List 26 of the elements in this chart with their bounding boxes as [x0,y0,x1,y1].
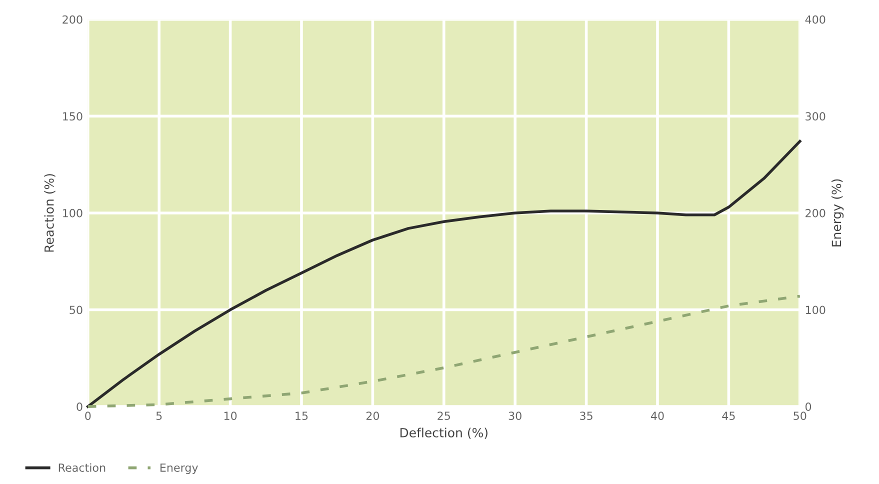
x-tick-label: 30 [508,412,522,420]
x-tick-label: 35 [580,412,592,420]
legend-label: Energy [160,464,198,474]
x-tick-label: 10 [224,412,237,420]
y2-axis-title: Energy (%) [832,179,844,246]
y2-tick-label: 200 [806,208,826,218]
x-tick-label: 0 [85,412,91,420]
y2-tick-label: 100 [806,306,826,314]
x-tick-label: 5 [156,412,162,420]
x-tick-label: 20 [366,412,380,420]
y-tick-label: 100 [63,208,82,218]
y2-tick-label: 300 [806,112,826,121]
y2-tick-label: 400 [805,15,826,24]
y-tick-label: 50 [70,306,82,314]
x-tick-label: 15 [296,412,308,420]
y2-tick-label: 0 [805,402,812,411]
x-tick-label: 50 [794,412,806,420]
y-tick-label: 0 [76,402,82,411]
x-tick-label: 45 [722,412,735,420]
y-tick-label: 200 [62,15,82,24]
legend-label: Reaction [58,463,106,472]
x-tick-label: 25 [438,412,450,420]
x-axis-title: Deflection (%) [400,428,488,439]
y-tick-label: 150 [63,112,82,121]
x-tick-label: 40 [650,412,664,420]
y-axis-title: Reaction (%) [44,174,56,252]
